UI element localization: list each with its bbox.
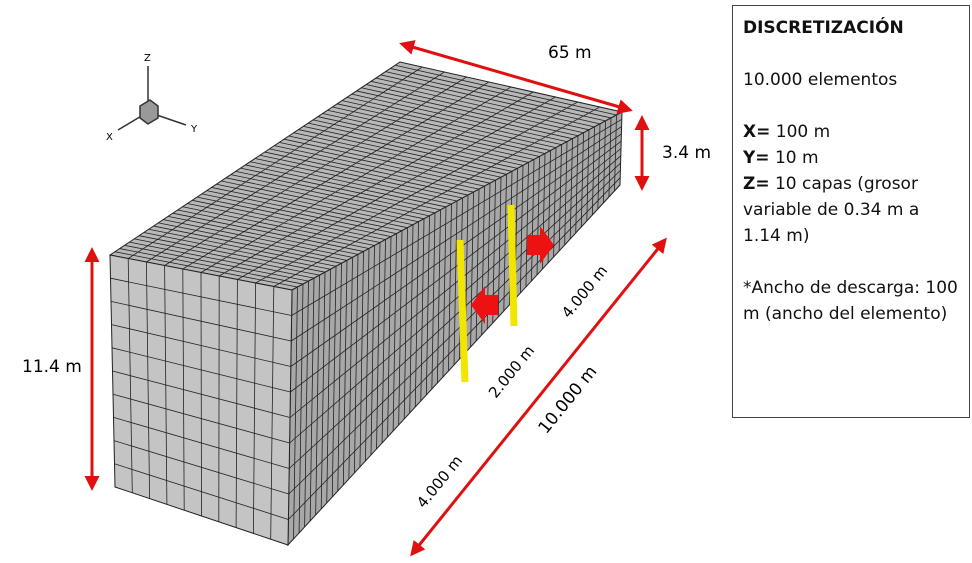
wall <box>511 205 514 326</box>
axis-label: X <box>106 132 113 143</box>
info-title: DISCRETIZACIÓN <box>743 18 904 38</box>
info-value: 100 m <box>776 122 830 142</box>
info-key: X= <box>743 122 770 142</box>
axis-label: Z <box>144 53 151 64</box>
dim-label: 10.000 m <box>535 362 602 438</box>
dim-label: 65 m <box>548 43 592 63</box>
info-line: Y= 10 m <box>743 145 959 171</box>
info-box: DISCRETIZACIÓN 10.000 elementos X= 100 m… <box>732 5 970 418</box>
page: 65 m 3.4 m 11.4 m 10.000 m 4.000 m 2.000… <box>0 0 972 563</box>
dim-label: 3.4 m <box>662 143 711 163</box>
axis-triad <box>118 66 186 130</box>
axis-label: Y <box>190 124 198 135</box>
segment-label: 4.000 m <box>558 262 611 322</box>
info-line: X= 100 m <box>743 119 959 145</box>
info-line: Z= 10 capas (grosor variable de 0.34 m a… <box>743 171 959 249</box>
dim-label: 11.4 m <box>22 357 82 377</box>
info-value: 10 m <box>775 148 819 168</box>
info-note: *Ancho de descarga: 100 m (ancho del ele… <box>743 275 959 327</box>
segment-label: 2.000 m <box>485 342 538 402</box>
info-value: 10 capas (grosor variable de 0.34 m a 1.… <box>743 174 919 246</box>
info-key: Y= <box>743 148 770 168</box>
segment-label: 4.000 m <box>413 452 466 512</box>
wall <box>460 240 465 382</box>
info-key: Z= <box>743 174 770 194</box>
info-line: 10.000 elementos <box>743 67 959 93</box>
